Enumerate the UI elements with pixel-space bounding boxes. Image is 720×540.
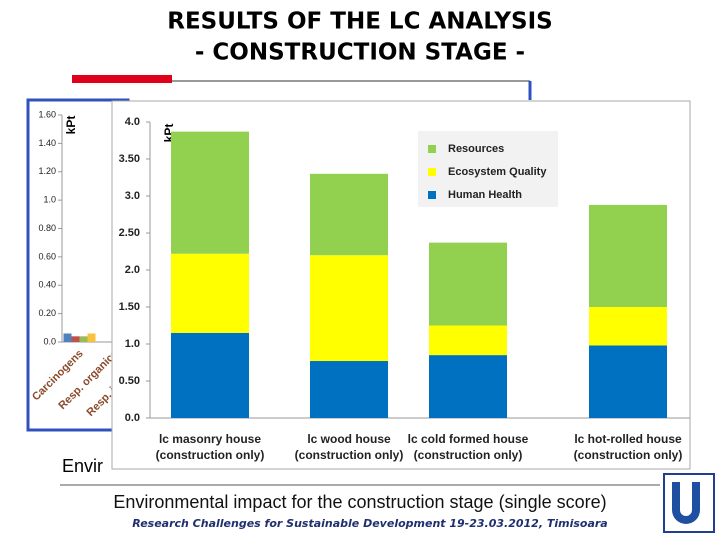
- hidden-caption: Envir: [62, 456, 103, 476]
- legend-swatch: [428, 191, 436, 199]
- y-tick-label: 3.50: [119, 153, 140, 165]
- legend-label: Ecosystem Quality: [448, 166, 547, 178]
- y-tick-label: 0.20: [38, 308, 56, 318]
- bar-segment: [589, 345, 667, 418]
- y-tick-label: 0.60: [38, 251, 56, 261]
- y-tick-label: 3.0: [125, 190, 140, 202]
- bar: [79, 336, 88, 342]
- y-axis-label: kPt: [64, 116, 78, 135]
- logo: [663, 473, 715, 533]
- bar-segment: [310, 173, 388, 256]
- bar: [87, 333, 96, 342]
- footer: Research Challenges for Sustainable Deve…: [132, 517, 607, 530]
- x-tick-label: lc cold formed house (construction only): [407, 432, 529, 462]
- main-chart: 0.00.501.01.502.02.503.03.504.0kPtResour…: [119, 116, 690, 424]
- slide-title: - CONSTRUCTION STAGE -: [195, 40, 525, 66]
- y-tick-label: 2.0: [125, 264, 140, 276]
- bar: [63, 333, 72, 342]
- bar-segment: [310, 361, 388, 418]
- bar-segment: [429, 355, 507, 418]
- y-tick-label: 0.80: [38, 223, 56, 233]
- bar-segment: [429, 325, 507, 356]
- y-tick-label: 2.50: [119, 227, 140, 239]
- y-tick-label: 1.0: [43, 195, 56, 205]
- legend-box: [418, 131, 558, 207]
- caption: Environmental impact for the constructio…: [113, 492, 606, 512]
- title-underline: [72, 75, 172, 83]
- bar-segment: [589, 307, 667, 346]
- y-tick-label: 1.20: [38, 166, 56, 176]
- x-tick-label: lc hot-rolled house (construction only): [573, 432, 683, 462]
- slide-title: RESULTS OF THE LC ANALYSIS: [167, 9, 553, 35]
- legend-swatch: [428, 145, 436, 153]
- bar-segment: [429, 242, 507, 326]
- y-tick-label: 0.0: [43, 336, 56, 346]
- y-tick-label: 1.0: [125, 338, 140, 350]
- y-tick-label: 0.40: [38, 280, 56, 290]
- legend-label: Resources: [448, 143, 504, 155]
- logo-u: [672, 482, 700, 524]
- back-chart-frame: [26, 98, 130, 432]
- x-tick-label: lc wood house (construction only): [294, 432, 404, 462]
- y-tick-label: 1.50: [119, 301, 140, 313]
- bar-segment: [589, 204, 667, 307]
- bar-segment: [171, 253, 249, 333]
- y-tick-label: 0.0: [125, 412, 140, 424]
- legend-label: Human Health: [448, 189, 522, 201]
- y-tick-label: 0.50: [119, 375, 140, 387]
- bar-segment: [171, 131, 249, 254]
- bar-segment: [171, 332, 249, 418]
- bar-segment: [310, 255, 388, 362]
- legend-swatch: [428, 168, 436, 176]
- x-tick-label: lc masonry house (construction only): [155, 432, 265, 462]
- y-tick-label: 4.0: [125, 116, 140, 128]
- y-tick-label: 1.60: [38, 109, 56, 119]
- bar: [71, 336, 80, 342]
- y-tick-label: 1.40: [38, 138, 56, 148]
